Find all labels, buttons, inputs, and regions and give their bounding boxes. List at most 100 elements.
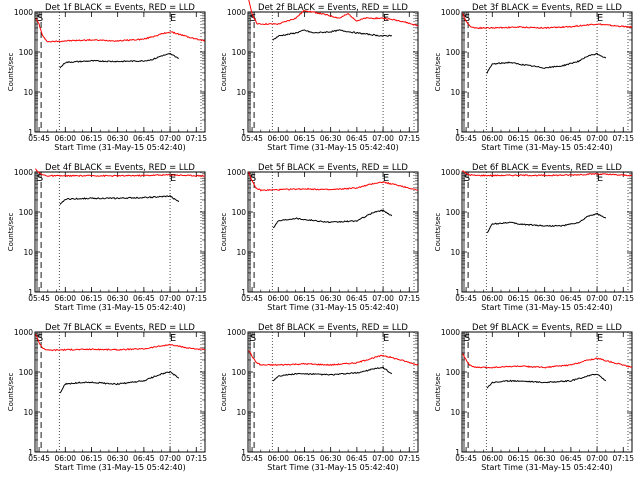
x-tick-label: 06:15 [508,454,530,463]
series-line-black [272,29,393,41]
x-tick-label: 07:15 [185,454,207,463]
x-tick-label: 06:00 [267,134,289,143]
y-tick-label: 1000 [227,168,246,177]
series-line-red [248,350,419,367]
x-axis-label: Start Time (31-May-15 05:42:40) [267,463,398,472]
start-marker: S [250,173,256,184]
y-axis-label: Counts/sec [7,53,15,92]
end-marker: E [597,13,603,24]
x-tick-label: 06:45 [560,294,582,303]
x-tick-label: 06:15 [81,294,103,303]
y-axis-label: Counts/sec [434,213,442,252]
x-tick-label: 06:45 [560,134,582,143]
y-tick-label: 100 [19,208,34,217]
series-line-red [248,171,419,192]
start-marker: S [464,173,470,184]
plot-frame [34,171,206,293]
series-line-black [486,373,607,389]
x-tick-label: 06:15 [508,134,530,143]
series-line-black [59,194,180,205]
end-marker: E [597,173,603,184]
plot-frame [247,331,419,453]
x-tick-label: 07:15 [185,294,207,303]
y-tick-label: 1 [455,288,460,297]
y-tick-label: 100 [232,368,247,377]
x-tick-label: 05:45 [28,454,50,463]
y-tick-label: 1 [241,128,246,137]
x-tick-label: 06:00 [267,294,289,303]
y-tick-label: 1 [241,288,246,297]
y-tick-label: 10 [236,248,246,257]
chart-title: Det 7f BLACK = Events, RED = LLD [45,323,195,333]
x-tick-label: 05:45 [241,134,263,143]
y-axis-label: Counts/sec [434,53,442,92]
chart-title: Det 4f BLACK = Events, RED = LLD [45,163,195,173]
y-tick-label: 10 [450,408,460,417]
x-tick-label: 05:45 [241,454,263,463]
y-tick-label: 1 [28,128,33,137]
chart-title: Det 3f BLACK = Events, RED = LLD [472,3,622,13]
plot-frame [461,171,633,293]
x-tick-label: 07:00 [372,294,394,303]
end-marker: E [170,173,176,184]
y-tick-label: 100 [446,48,461,57]
start-marker: S [37,13,43,24]
x-tick-label: 06:45 [560,454,582,463]
x-tick-label: 07:15 [398,134,420,143]
x-tick-label: 05:45 [455,134,477,143]
chart-title: Det 2f BLACK = Events, RED = LLD [258,3,408,13]
x-axis-label: Start Time (31-May-15 05:42:40) [54,303,185,312]
chart-title: Det 6f BLACK = Events, RED = LLD [472,163,622,173]
y-axis-label: Counts/sec [434,373,442,412]
chart-title: Det 5f BLACK = Events, RED = LLD [258,163,408,173]
x-axis-label: Start Time (31-May-15 05:42:40) [481,303,612,312]
start-marker: S [250,13,256,24]
y-tick-label: 1 [455,448,460,457]
end-marker: E [170,13,176,24]
chart-title: Det 1f BLACK = Events, RED = LLD [45,3,195,13]
y-tick-label: 1000 [441,328,460,337]
chart-panel-2: Det 2f BLACK = Events, RED = LLD 1 10 100 10… [220,0,420,152]
end-marker: E [383,173,389,184]
y-tick-label: 1000 [227,8,246,17]
y-tick-label: 1 [241,448,246,457]
start-marker: S [464,13,470,24]
x-tick-label: 05:45 [455,454,477,463]
series-line-black [272,209,393,229]
plot-frame [247,11,419,133]
series-line-black [486,212,607,234]
series-line-red [35,168,206,178]
y-tick-label: 1000 [441,168,460,177]
y-tick-label: 100 [446,208,461,217]
x-tick-label: 07:15 [612,134,634,143]
y-tick-label: 10 [450,88,460,97]
y-tick-label: 10 [23,408,33,417]
x-tick-label: 06:30 [107,294,129,303]
chart-panel-1: Det 1f BLACK = Events, RED = LLD 1 10 100 10… [7,3,207,152]
x-tick-label: 06:30 [320,454,342,463]
plot-frame [247,171,419,293]
y-axis-label: Counts/sec [220,373,228,412]
x-axis-label: Start Time (31-May-15 05:42:40) [481,143,612,152]
x-tick-label: 06:00 [481,134,503,143]
x-tick-label: 06:15 [294,294,316,303]
x-tick-label: 06:15 [294,134,316,143]
x-tick-label: 06:45 [346,454,368,463]
x-tick-label: 06:15 [81,454,103,463]
y-tick-label: 100 [19,368,34,377]
x-tick-label: 05:45 [241,294,263,303]
chart-panel-8: Det 8f BLACK = Events, RED = LLD 1 10 100 10… [220,323,420,472]
x-tick-label: 06:00 [481,294,503,303]
x-axis-label: Start Time (31-May-15 05:42:40) [54,143,185,152]
chart-panel-7: Det 7f BLACK = Events, RED = LLD 1 10 100 10… [7,323,207,472]
x-tick-label: 06:45 [133,454,155,463]
x-tick-label: 06:00 [481,454,503,463]
x-tick-label: 06:45 [346,134,368,143]
x-tick-label: 06:30 [534,454,556,463]
start-marker: S [37,333,43,344]
y-tick-label: 1000 [14,328,33,337]
x-tick-label: 06:30 [534,134,556,143]
chart-title: Det 9f BLACK = Events, RED = LLD [472,323,622,333]
series-line-black [59,370,180,394]
